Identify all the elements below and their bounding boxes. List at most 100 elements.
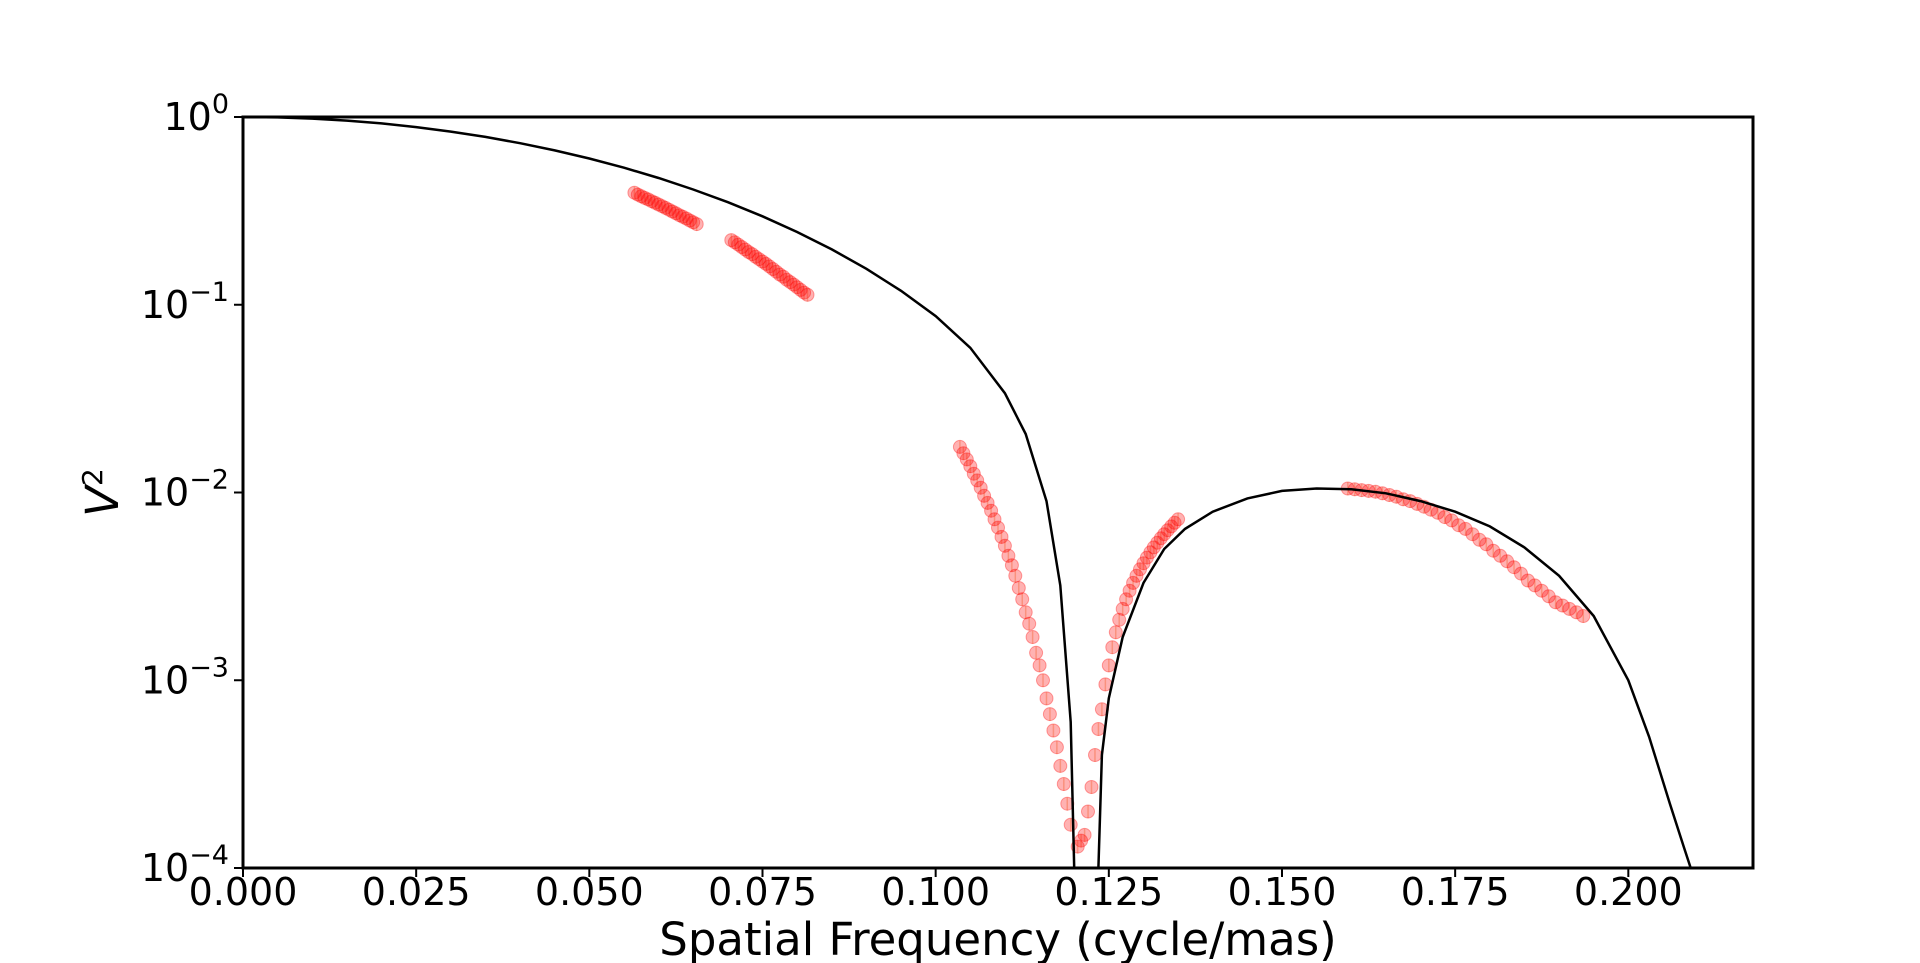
data-point: [1171, 512, 1186, 527]
data-point: [1108, 625, 1123, 640]
data-point: [959, 452, 974, 467]
y-axis-ticks: 100 10−1 10−2 10−3 10−4: [141, 89, 243, 890]
data-point: [1167, 515, 1182, 530]
data-point: [1150, 535, 1165, 550]
data-point: [1084, 780, 1099, 794]
y-tick-label: 100: [163, 89, 229, 139]
data-point: [724, 233, 739, 248]
data-point: [1548, 595, 1563, 610]
x-tick-label: 0.100: [881, 870, 990, 914]
data-point: [1105, 640, 1120, 655]
x-tick-label: 0.150: [1228, 870, 1337, 914]
data-point: [1126, 575, 1141, 590]
data-point: [679, 211, 694, 226]
data-point: [994, 529, 1009, 544]
data-point: [1520, 573, 1535, 588]
data-point: [1136, 556, 1151, 571]
data-point: [731, 237, 746, 252]
data-point: [1077, 827, 1092, 842]
y-tick-label: 10−2: [141, 465, 229, 515]
data-point: [793, 282, 808, 297]
data-point: [727, 235, 742, 250]
y-tick-label: 10−3: [141, 652, 229, 702]
data-point: [1444, 513, 1459, 528]
x-tick-label: 0.200: [1574, 870, 1683, 914]
data-point: [1569, 605, 1584, 620]
y-axis-label: V2: [76, 468, 130, 517]
data-point: [1514, 566, 1528, 581]
data-point: [637, 190, 652, 205]
data-point: [1451, 518, 1466, 533]
data-point: [1081, 804, 1095, 819]
data-point: [1486, 543, 1501, 558]
data-point: [1119, 592, 1134, 607]
data-point: [1022, 616, 1037, 631]
x-tick-label: 0.025: [362, 870, 471, 914]
data-point: [1157, 527, 1172, 542]
data-point: [1011, 581, 1026, 595]
data-point: [1472, 532, 1487, 547]
data-point: [765, 262, 780, 276]
data-point: [1143, 545, 1158, 560]
data-point: [769, 264, 784, 279]
data-point: [783, 275, 798, 290]
data-point: [1091, 722, 1106, 736]
data-point: [1004, 558, 1019, 573]
data-point: [1576, 609, 1591, 623]
data-point: [648, 195, 663, 210]
data-point: [963, 459, 978, 474]
data-point: [1001, 548, 1016, 563]
data-point: [682, 213, 697, 228]
data-point: [966, 466, 981, 481]
data-point: [1088, 748, 1102, 762]
data-point: [1133, 562, 1147, 577]
data-point: [991, 520, 1005, 535]
data-point: [952, 439, 967, 454]
data-point: [1465, 527, 1480, 542]
data-point: [970, 473, 985, 488]
data-point: [1493, 548, 1508, 563]
data-point: [1018, 605, 1033, 620]
data-point: [1101, 658, 1116, 673]
data-point: [987, 512, 1002, 527]
data-point: [1032, 658, 1047, 673]
data-point: [1500, 554, 1515, 569]
data-point: [956, 446, 971, 461]
data-point: [1049, 740, 1064, 755]
data-point: [1008, 568, 1023, 583]
data-point: [977, 488, 992, 503]
data-point: [997, 538, 1012, 553]
plot-area: [241, 115, 1755, 870]
data-point: [1153, 531, 1168, 546]
data-point: [1479, 537, 1494, 552]
data-point: [651, 197, 666, 212]
data-point: [1507, 560, 1521, 575]
data-point: [1053, 758, 1068, 773]
data-point: [752, 252, 766, 267]
data-point: [686, 215, 701, 230]
data-point: [748, 249, 763, 264]
axes-background: [243, 117, 1753, 868]
data-point: [745, 247, 760, 262]
data-point: [776, 269, 791, 284]
data-point: [655, 199, 670, 214]
data-point: [759, 256, 773, 271]
x-axis-label: Spatial Frequency (cycle/mas): [659, 913, 1336, 963]
data-point: [668, 206, 683, 221]
data-point: [665, 204, 680, 219]
x-tick-label: 0.075: [708, 870, 817, 914]
x-tick-label: 0.175: [1401, 870, 1510, 914]
data-point: [738, 242, 753, 257]
data-point: [1046, 723, 1061, 738]
data-point: [755, 254, 770, 269]
data-point: [689, 217, 704, 232]
y-axis-label-superscript: 2: [76, 468, 109, 486]
data-point: [790, 280, 805, 295]
data-point: [779, 272, 794, 287]
data-point: [762, 259, 777, 274]
data-point: [1039, 691, 1054, 706]
data-point: [984, 503, 999, 518]
data-point: [630, 187, 645, 202]
data-point: [1115, 601, 1130, 616]
